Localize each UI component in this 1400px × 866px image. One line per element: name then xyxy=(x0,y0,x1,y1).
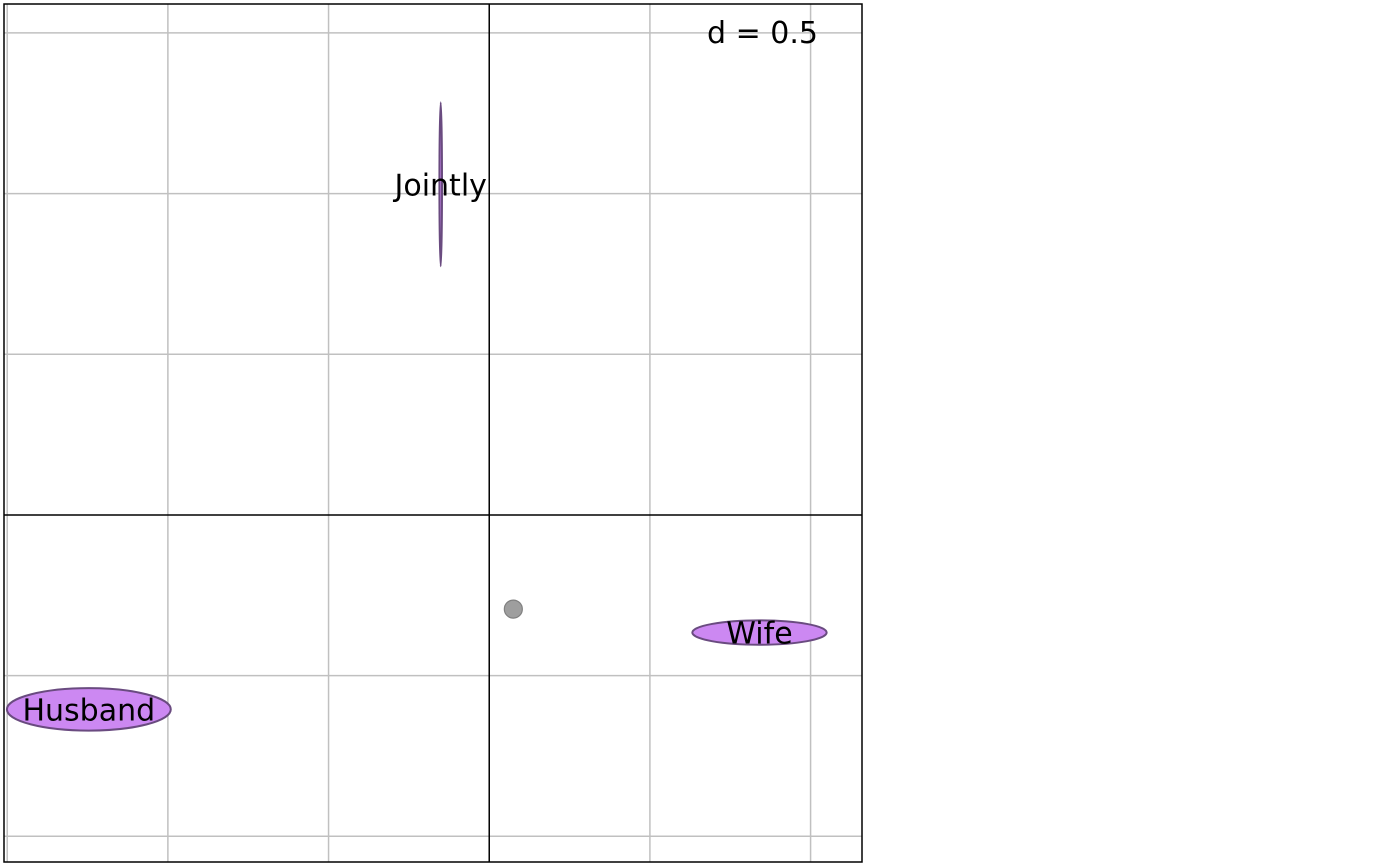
label-husband: Husband xyxy=(22,693,155,728)
grid-lines xyxy=(4,4,862,862)
category-ellipses xyxy=(5,101,828,732)
origin-axes xyxy=(4,4,862,862)
label-wife: Wife xyxy=(726,617,792,652)
grid-scale-label: d = 0.5 xyxy=(707,16,818,51)
ellipse-wife xyxy=(691,619,828,646)
category-labels: Jointly Husband Wife xyxy=(22,168,792,728)
row-point xyxy=(503,599,523,619)
row-points xyxy=(503,599,523,619)
ellipse-husband xyxy=(5,687,172,732)
ellipse-jointly xyxy=(438,101,443,268)
label-jointly: Jointly xyxy=(393,168,487,203)
plot-frame xyxy=(3,3,863,863)
